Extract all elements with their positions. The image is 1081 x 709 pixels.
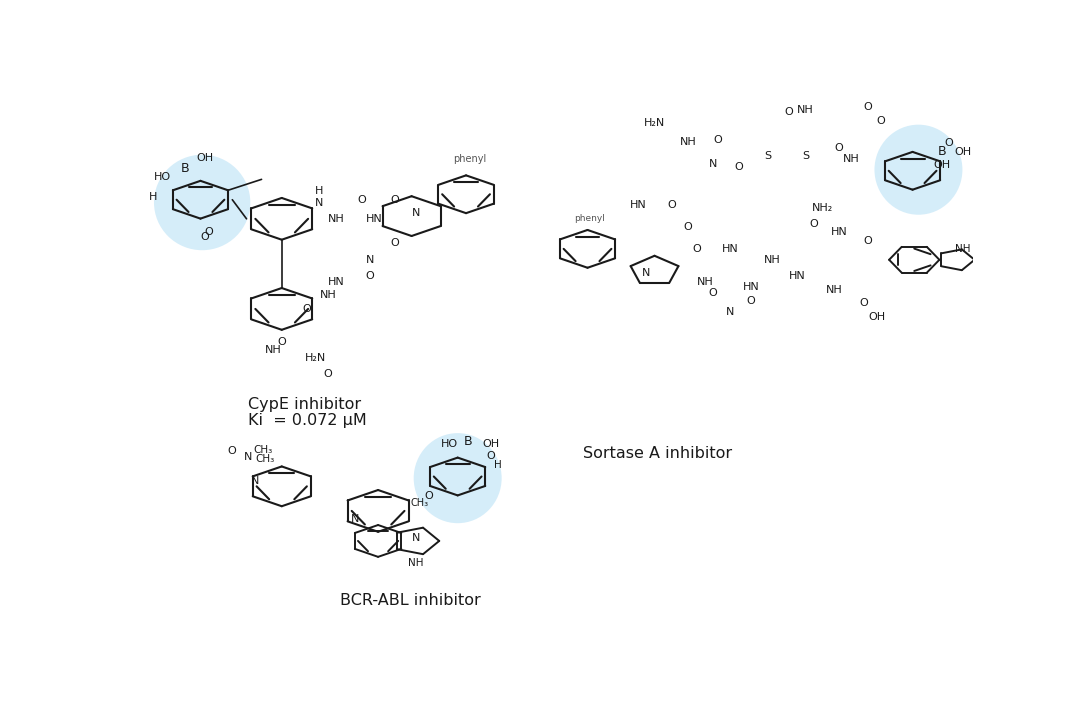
Text: phenyl: phenyl (454, 154, 486, 164)
Text: NH: NH (826, 285, 843, 295)
Text: CH₃: CH₃ (254, 445, 272, 454)
Text: OH: OH (482, 439, 499, 449)
Text: O: O (365, 271, 374, 281)
Text: O: O (323, 369, 332, 379)
Text: NH: NH (680, 138, 696, 147)
Text: O: O (667, 200, 676, 210)
Text: O: O (747, 296, 756, 306)
Text: NH: NH (797, 105, 814, 115)
Text: B: B (464, 435, 472, 447)
Text: H
N: H N (316, 186, 323, 208)
Text: OH: OH (868, 312, 885, 322)
Text: NH: NH (265, 345, 282, 355)
Text: O: O (204, 228, 213, 238)
Text: phenyl: phenyl (575, 214, 605, 223)
Text: Sortase A inhibitor: Sortase A inhibitor (584, 446, 733, 461)
Text: CH₃: CH₃ (411, 498, 429, 508)
Text: NH₂: NH₂ (812, 203, 832, 213)
Text: N: N (725, 306, 734, 317)
Text: O: O (390, 238, 399, 248)
Text: HN: HN (743, 282, 759, 292)
Text: NH: NH (843, 154, 859, 164)
Text: N: N (365, 255, 374, 264)
Text: HN: HN (328, 277, 345, 286)
Text: O: O (784, 107, 793, 118)
Text: HO: HO (155, 172, 171, 182)
Text: NH: NH (763, 255, 780, 264)
Text: N: N (251, 476, 259, 486)
Text: O: O (683, 222, 693, 232)
Text: O: O (303, 304, 311, 314)
Text: HN: HN (629, 200, 646, 210)
Text: O: O (692, 244, 700, 254)
Text: N: N (642, 269, 651, 279)
Text: HN: HN (365, 214, 383, 224)
Text: B: B (937, 145, 946, 158)
Text: N: N (244, 452, 252, 462)
Text: S: S (802, 151, 809, 161)
Text: H: H (149, 192, 158, 202)
Text: O: O (424, 491, 432, 501)
Text: N: N (412, 208, 419, 218)
Text: NH: NH (328, 214, 345, 224)
Text: HN: HN (789, 271, 805, 281)
Text: O: O (810, 219, 818, 229)
Text: NH: NH (320, 290, 336, 301)
Text: O: O (709, 288, 718, 298)
Text: NH: NH (408, 557, 424, 568)
Ellipse shape (414, 433, 502, 523)
Text: HO: HO (441, 439, 458, 449)
Text: O: O (486, 451, 495, 461)
Text: O: O (864, 235, 872, 246)
Text: H₂N: H₂N (644, 118, 665, 128)
Text: HN: HN (722, 244, 738, 254)
Text: N: N (412, 533, 419, 543)
Text: O: O (200, 233, 209, 242)
Text: O: O (859, 298, 868, 308)
Text: O: O (944, 138, 953, 148)
Text: O: O (864, 102, 872, 112)
Text: O: O (835, 143, 843, 153)
Text: OH: OH (196, 152, 213, 162)
Text: O: O (227, 446, 236, 456)
Text: O: O (734, 162, 743, 172)
Text: OH: OH (933, 160, 950, 170)
Text: BCR-ABL inhibitor: BCR-ABL inhibitor (341, 593, 481, 608)
Text: O: O (357, 195, 365, 205)
Text: B: B (182, 162, 189, 175)
Text: CypE inhibitor: CypE inhibitor (249, 397, 361, 412)
Text: O: O (278, 337, 286, 347)
Text: NH: NH (696, 277, 713, 286)
Text: HN: HN (830, 228, 848, 238)
Text: S: S (764, 151, 771, 161)
Text: H₂N: H₂N (305, 353, 325, 363)
Text: O: O (390, 195, 399, 205)
Ellipse shape (875, 125, 962, 215)
Text: O: O (877, 116, 885, 125)
Text: Ki  = 0.072 μM: Ki = 0.072 μM (249, 413, 366, 428)
Text: NH: NH (956, 244, 971, 254)
Ellipse shape (154, 155, 251, 250)
Text: N: N (709, 160, 718, 169)
Text: H: H (494, 459, 502, 469)
Text: O: O (713, 135, 722, 145)
Text: OH: OH (955, 147, 972, 157)
Text: N: N (350, 514, 359, 524)
Text: CH₃: CH₃ (255, 454, 275, 464)
